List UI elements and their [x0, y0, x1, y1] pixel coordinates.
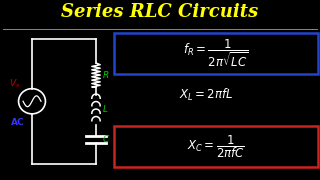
Text: $f_R = \dfrac{1}{2\pi\sqrt{LC}}$: $f_R = \dfrac{1}{2\pi\sqrt{LC}}$ [183, 37, 249, 69]
Text: $X_C = \dfrac{1}{2\pi f C}$: $X_C = \dfrac{1}{2\pi f C}$ [187, 133, 245, 160]
Text: Series RLC Circuits: Series RLC Circuits [61, 3, 259, 21]
Text: AC: AC [11, 118, 24, 127]
Text: C: C [103, 135, 109, 144]
Text: R: R [103, 71, 109, 80]
Text: L: L [103, 105, 108, 114]
Text: $V_s$: $V_s$ [9, 77, 20, 89]
Text: $X_L = 2\pi f L$: $X_L = 2\pi f L$ [179, 86, 234, 103]
